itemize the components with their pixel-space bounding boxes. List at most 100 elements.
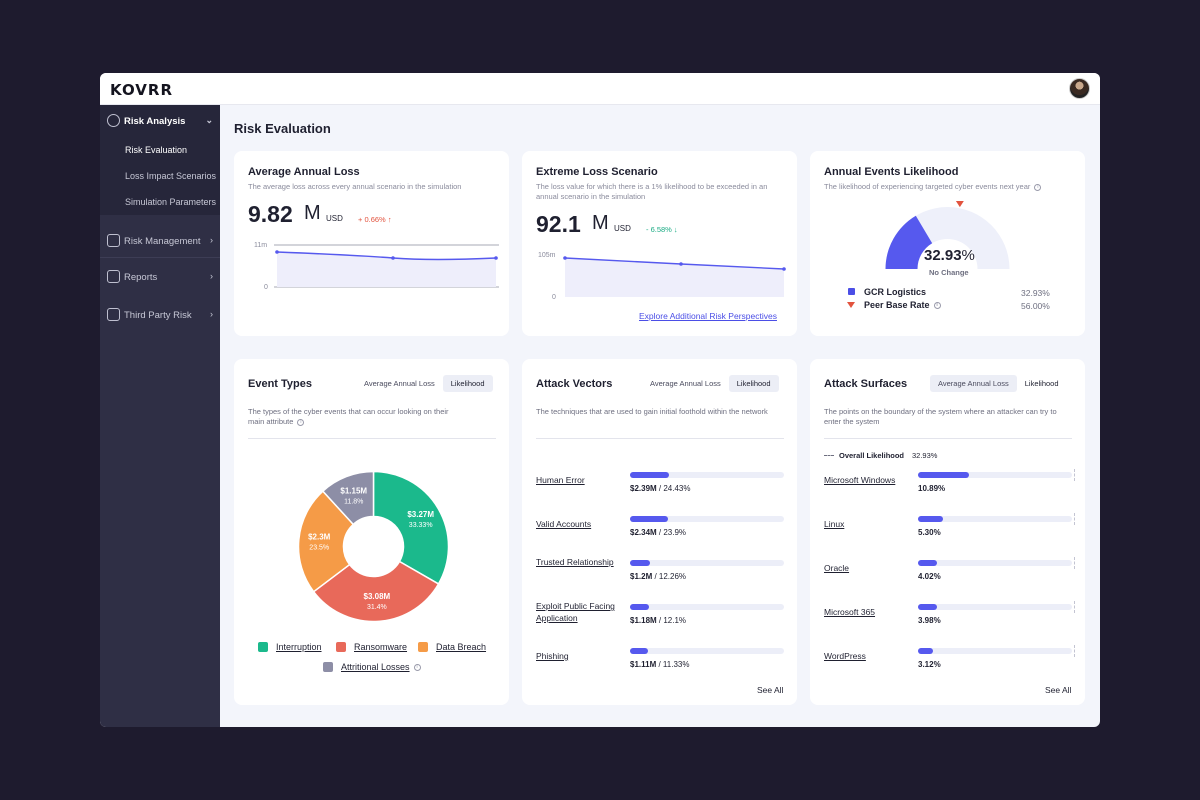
toggle-average-annual-loss[interactable]: Average Annual Loss [930,375,1017,392]
trend-point [563,256,567,260]
average-annual-loss-card: Average Annual Loss The average loss acr… [234,151,509,336]
sidebar-item-risk-analysis[interactable]: Risk Analysis ⌄ [100,105,220,137]
card-subtitle-line2: annual scenario in the simulation [536,192,646,201]
see-all-button[interactable]: See All [1045,685,1072,695]
attack-surface-name[interactable]: Linux [824,519,845,529]
trend-point [494,256,498,260]
sidebar-subitem-simulation-parameters[interactable]: Simulation Parameters [100,189,220,215]
attack-vector-amount: $1.18M [630,616,657,625]
attack-surface-name[interactable]: Microsoft 365 [824,607,876,617]
attack-vector-name[interactable]: Trusted Relationship [536,557,614,567]
slice-percent-label: 33.33% [409,522,433,529]
main-content: Risk Evaluation Average Annual Loss The … [220,105,1100,727]
aal-currency: USD [326,214,343,223]
legend-swatch [258,642,268,652]
legend-data-breach[interactable]: Data Breach [418,642,486,652]
slice-percent-label: 11.8% [344,499,363,506]
attack-vector-name[interactable]: Valid Accounts [536,519,592,529]
slice-percent-label: 23.5% [309,545,329,552]
legend-attritional-losses[interactable]: Attritional Losses i [323,662,421,672]
card-title: Extreme Loss Scenario [536,166,658,178]
attack-vector-value: $1.2M / 12.26% [630,572,687,581]
attack-surface-bar-fill [918,560,937,566]
attack-vector-value: $1.11M / 11.33% [630,660,690,669]
toggle-average-annual-loss[interactable]: Average Annual Loss [650,379,721,388]
card-subtitle-line1: The points on the boundary of the system… [824,407,1057,416]
slice-percent-label: 31.4% [367,604,387,611]
legend-label: Attritional Losses [341,662,410,672]
card-subtitle: The likelihood of experiencing targeted … [824,182,1042,192]
attack-vector-name[interactable]: Exploit Public Facing Application [536,601,615,623]
attack-surface-name[interactable]: Oracle [824,563,850,573]
attack-vector-bar-fill [630,560,650,566]
donut-slice-attritional-losses[interactable] [321,470,375,526]
sidebar-item-risk-management[interactable]: Risk Management › [100,225,220,257]
overall-likelihood-marker [1074,469,1075,481]
donut-slice-data-breach[interactable] [297,490,355,593]
toggle-likelihood[interactable]: Likelihood [728,375,779,392]
attack-vector-value: $2.34M / 23.9% [630,528,687,537]
explore-risk-perspectives-link[interactable]: Explore Additional Risk Perspectives [639,311,777,321]
info-icon[interactable]: i [413,663,421,671]
attack-vector-name[interactable]: Human Error [536,475,585,485]
card-title: Attack Surfaces [824,378,908,390]
donut-slice-interruption[interactable] [372,470,450,585]
risk-analysis-icon [107,114,120,127]
legend-label: Interruption [276,642,322,652]
card-subtitle-line2: enter the system [824,417,880,426]
sidebar-item-third-party-risk[interactable]: Third Party Risk › [100,296,220,334]
divider [824,438,1072,439]
sidebar-item-label: Third Party Risk [124,309,192,321]
y-axis-max-label: 11m [254,242,268,249]
overall-likelihood-value: 32.93% [912,451,938,460]
toggle-likelihood[interactable]: Likelihood [442,375,493,392]
trend-area [565,258,784,297]
overall-dash-icon [824,455,834,456]
attack-vector-bar-track [630,648,784,654]
legend-swatch [336,642,346,652]
trend-point [782,267,786,271]
legend-label: Ransomware [354,642,408,652]
els-delta: - 6.58% ↓ [646,225,678,234]
divider [536,438,784,439]
third-party-icon [107,308,120,321]
info-icon[interactable]: i [933,302,941,310]
y-axis-min-label: 0 [552,294,556,301]
user-avatar[interactable] [1069,78,1090,99]
sidebar-item-reports[interactable]: Reports › [100,258,220,296]
aal-delta: + 0.66% ↑ [358,215,392,224]
donut-slice-ransomware[interactable] [312,560,440,623]
els-trend-chart [563,256,786,297]
trend-point [391,256,395,260]
toggle-average-annual-loss[interactable]: Average Annual Loss [364,379,435,388]
attack-vector-bar-track [630,516,784,522]
attack-vector-name[interactable]: Phishing [536,651,569,661]
see-all-button[interactable]: See All [757,685,784,695]
sidebar-subitem-loss-impact-scenarios[interactable]: Loss Impact Scenarios [100,163,220,189]
gauge-value-number: 32.93 [924,247,962,264]
shield-icon [107,234,120,247]
chevron-right-icon: › [210,271,213,281]
attack-surface-name[interactable]: WordPress [824,651,866,661]
info-icon[interactable]: i [297,418,305,426]
els-value: 92.1 [536,211,581,237]
kovrr-logo[interactable]: KOVRR [110,81,174,99]
attack-surface-name[interactable]: Microsoft Windows [824,475,896,485]
legend-interruption[interactable]: Interruption [258,642,322,652]
extreme-loss-scenario-card: Extreme Loss Scenario The loss value for… [522,151,797,336]
attack-vector-bar-fill [630,472,670,478]
gauge-fill [885,215,933,269]
card-subtitle-text: The likelihood of experiencing targeted … [824,182,1031,191]
sidebar-subitem-risk-evaluation[interactable]: Risk Evaluation [100,137,220,163]
metric-toggle: Average Annual Loss Likelihood [642,375,779,392]
attack-surface-percent: 10.89% [918,484,946,493]
card-title: Event Types [248,378,312,390]
legend-ransomware[interactable]: Ransomware [336,642,407,652]
toggle-likelihood[interactable]: Likelihood [1024,379,1059,388]
attack-surface-value: 10.89% [918,484,945,493]
attack-vector-bar-fill [630,604,650,610]
info-icon[interactable]: i [1034,183,1042,191]
attack-vector-value: $1.18M / 12.1% [630,616,687,625]
sidebar-item-label: Risk Analysis [124,115,186,127]
peer-triangle-icon [847,302,855,308]
